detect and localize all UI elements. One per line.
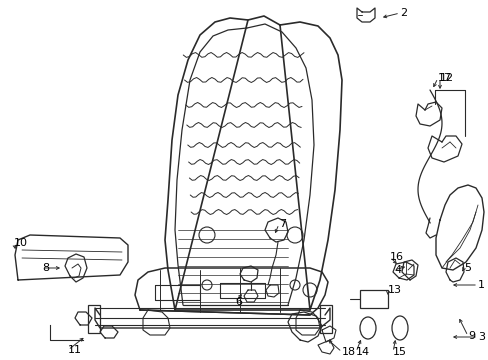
Text: 12: 12 <box>439 73 453 83</box>
Text: 13: 13 <box>387 285 401 295</box>
Text: 17: 17 <box>437 73 451 83</box>
Text: 10: 10 <box>14 238 28 248</box>
Text: 7: 7 <box>279 219 285 229</box>
Text: 3: 3 <box>477 332 484 342</box>
Bar <box>319 305 331 333</box>
Text: 9: 9 <box>467 331 474 341</box>
Text: 4: 4 <box>393 265 400 275</box>
Text: 11: 11 <box>68 345 82 355</box>
Text: 15: 15 <box>392 347 406 357</box>
Text: 1: 1 <box>477 280 484 290</box>
Text: 8: 8 <box>42 263 49 273</box>
Text: 18: 18 <box>341 347 355 357</box>
Text: 16: 16 <box>389 252 403 262</box>
Text: 14: 14 <box>355 347 369 357</box>
Text: 5: 5 <box>463 263 470 273</box>
Text: 2: 2 <box>399 8 407 18</box>
Text: 6: 6 <box>235 297 242 307</box>
Bar <box>88 305 100 333</box>
Bar <box>359 290 387 308</box>
